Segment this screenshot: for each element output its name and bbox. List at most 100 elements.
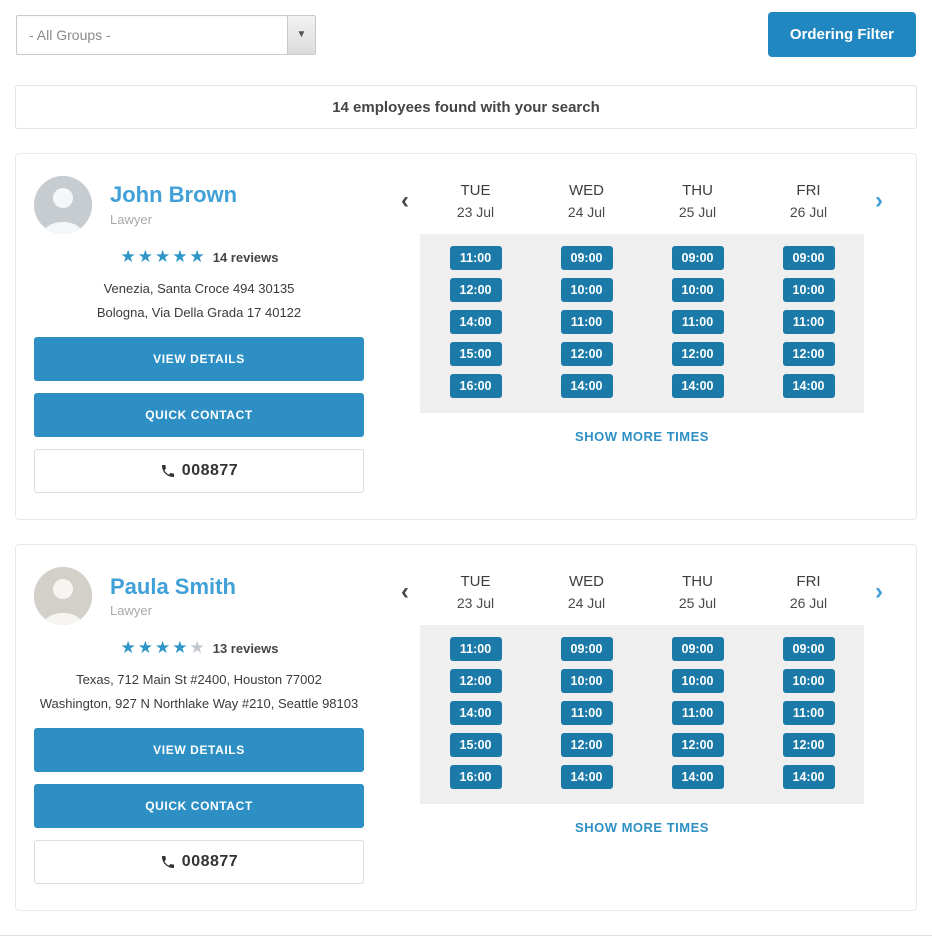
star-icon: ★ xyxy=(189,247,205,266)
time-slot-button[interactable]: 11:00 xyxy=(782,310,835,334)
time-slot-button[interactable]: 16:00 xyxy=(449,765,502,790)
day-date: 26 Jul xyxy=(789,595,828,612)
time-slot-button[interactable]: 14:00 xyxy=(782,374,835,398)
show-more-times-link[interactable]: SHOW MORE TIMES xyxy=(575,429,709,444)
star-icon: ★ xyxy=(137,247,153,266)
groups-select[interactable]: - All Groups - ▼ xyxy=(16,14,316,55)
time-slot-button[interactable]: 10:00 xyxy=(671,278,724,302)
time-slot-button[interactable]: 12:00 xyxy=(671,342,724,366)
time-slot-button[interactable]: 11:00 xyxy=(671,701,724,726)
star-icon: ★ xyxy=(154,638,171,658)
time-slots-panel: 11:00 12:00 14:00 15:00 16:00 09:00 10:00 11:00… xyxy=(420,234,864,413)
day-header: WED 24 Jul xyxy=(531,182,642,220)
ordering-filter-button[interactable]: Ordering Filter xyxy=(767,12,916,57)
reviews-count: 13 reviews xyxy=(212,641,279,657)
star-icon: ★ xyxy=(120,638,136,658)
phone-icon xyxy=(160,463,176,479)
time-slot-button[interactable]: 12:00 xyxy=(671,733,724,758)
time-slot-button[interactable]: 09:00 xyxy=(782,246,835,270)
time-slot-button[interactable]: 11:00 xyxy=(449,246,502,270)
view-details-button[interactable]: VIEW DETAILS xyxy=(34,728,364,773)
time-slot-button[interactable]: 12:00 xyxy=(449,278,502,302)
star-icon: ★ xyxy=(120,247,136,266)
time-slot-button[interactable]: 11:00 xyxy=(449,637,502,662)
phone-button[interactable]: 008877 xyxy=(34,449,364,494)
chevron-down-icon: ▼ xyxy=(287,15,315,54)
day-headers: TUE 23 Jul WED 24 Jul THU 25 Jul FRI 26 Jul xyxy=(420,573,864,611)
time-slots: 11:00 12:00 14:00 15:00 16:00 09:00 10:00 11:00… xyxy=(420,637,864,790)
time-slot-button[interactable]: 09:00 xyxy=(671,246,724,270)
time-slot-button[interactable]: 10:00 xyxy=(560,278,613,302)
time-slot-button[interactable]: 12:00 xyxy=(560,342,613,366)
profile-row: Paula Smith Lawyer xyxy=(34,567,364,626)
time-slot-button[interactable]: 10:00 xyxy=(782,278,835,302)
quick-contact-button[interactable]: QUICK CONTACT xyxy=(34,393,364,438)
reviews-count: 14 reviews xyxy=(212,250,279,265)
time-slot-button[interactable]: 09:00 xyxy=(671,637,724,662)
day-header: TUE 23 Jul xyxy=(420,573,531,611)
day-name: THU xyxy=(682,182,713,199)
employee-name[interactable]: Paula Smith xyxy=(110,573,236,599)
time-slot-column: 09:00 10:00 11:00 12:00 14:00 xyxy=(531,246,642,398)
time-slot-button[interactable]: 09:00 xyxy=(782,637,835,662)
time-slot-button[interactable]: 14:00 xyxy=(671,374,724,398)
time-slot-button[interactable]: 14:00 xyxy=(449,701,502,726)
next-days-icon[interactable]: › xyxy=(875,187,883,214)
phone-button[interactable]: 008877 xyxy=(34,840,364,885)
time-slot-button[interactable]: 10:00 xyxy=(560,669,613,694)
time-slot-button[interactable]: 09:00 xyxy=(560,637,613,662)
day-date: 25 Jul xyxy=(678,595,717,612)
day-name: FRI xyxy=(796,573,821,591)
profile-text: John Brown Lawyer xyxy=(110,182,238,227)
time-slot-button[interactable]: 12:00 xyxy=(782,342,835,366)
time-slot-button[interactable]: 10:00 xyxy=(782,669,835,694)
time-slot-button[interactable]: 14:00 xyxy=(449,310,502,334)
prev-days-icon[interactable]: ‹ xyxy=(401,187,409,214)
time-slot-button[interactable]: 11:00 xyxy=(560,701,613,726)
day-name: THU xyxy=(682,573,713,591)
time-slot-button[interactable]: 15:00 xyxy=(449,342,502,366)
day-name: TUE xyxy=(460,182,491,199)
time-slot-button[interactable]: 10:00 xyxy=(671,669,724,694)
phone-number: 008877 xyxy=(181,853,239,871)
phone-number: 008877 xyxy=(181,462,239,480)
day-header: THU 25 Jul xyxy=(642,182,753,220)
star-icon: ★ xyxy=(137,638,153,658)
schedule-header: ‹ TUE 23 Jul WED 24 Jul THU 25 Jul FRI 26 Jul › xyxy=(390,573,894,611)
day-name: FRI xyxy=(796,182,821,199)
time-slot-button[interactable]: 16:00 xyxy=(449,374,502,398)
time-slot-button[interactable]: 11:00 xyxy=(671,310,724,334)
time-slot-column: 09:00 10:00 11:00 12:00 14:00 xyxy=(642,246,753,398)
next-days-icon[interactable]: › xyxy=(875,578,883,606)
day-date: 24 Jul xyxy=(567,204,606,220)
view-details-button[interactable]: VIEW DETAILS xyxy=(34,337,364,382)
address-line: Bologna, Via Della Grada 17 40122 xyxy=(96,305,302,321)
star-icon: ★ xyxy=(172,638,188,658)
time-slot-button[interactable]: 14:00 xyxy=(782,765,835,790)
time-slot-button[interactable]: 11:00 xyxy=(782,701,835,726)
time-slot-button[interactable]: 14:00 xyxy=(560,765,613,790)
time-slot-button[interactable]: 15:00 xyxy=(449,733,502,758)
day-date: 23 Jul xyxy=(456,204,495,220)
phone-icon xyxy=(160,854,176,870)
star-icon: ★ xyxy=(154,247,171,266)
time-slot-button[interactable]: 12:00 xyxy=(449,669,502,694)
availability-schedule: ‹ TUE 23 Jul WED 24 Jul THU 25 Jul FRI 26 Jul ›… xyxy=(390,567,894,884)
star-icon: ★ xyxy=(189,638,205,658)
star-icon: ★ xyxy=(172,247,188,266)
time-slot-button[interactable]: 11:00 xyxy=(560,310,613,334)
time-slot-button[interactable]: 09:00 xyxy=(560,246,613,270)
address-line: Washington, 927 N Northlake Way #210, Se… xyxy=(39,696,359,712)
show-more-times-link[interactable]: SHOW MORE TIMES xyxy=(575,820,709,836)
prev-days-icon[interactable]: ‹ xyxy=(401,578,409,606)
employee-name[interactable]: John Brown xyxy=(110,182,238,208)
time-slot-button[interactable]: 14:00 xyxy=(671,765,724,790)
time-slot-button[interactable]: 12:00 xyxy=(560,733,613,758)
time-slot-button[interactable]: 12:00 xyxy=(782,733,835,758)
quick-contact-button[interactable]: QUICK CONTACT xyxy=(34,784,364,829)
schedule-header: ‹ TUE 23 Jul WED 24 Jul THU 25 Jul FRI 26 Jul › xyxy=(390,182,894,220)
time-slot-button[interactable]: 14:00 xyxy=(560,374,613,398)
day-date: 23 Jul xyxy=(456,595,495,612)
avatar xyxy=(34,176,92,234)
address-line: Texas, 712 Main St #2400, Houston 77002 xyxy=(76,672,322,688)
